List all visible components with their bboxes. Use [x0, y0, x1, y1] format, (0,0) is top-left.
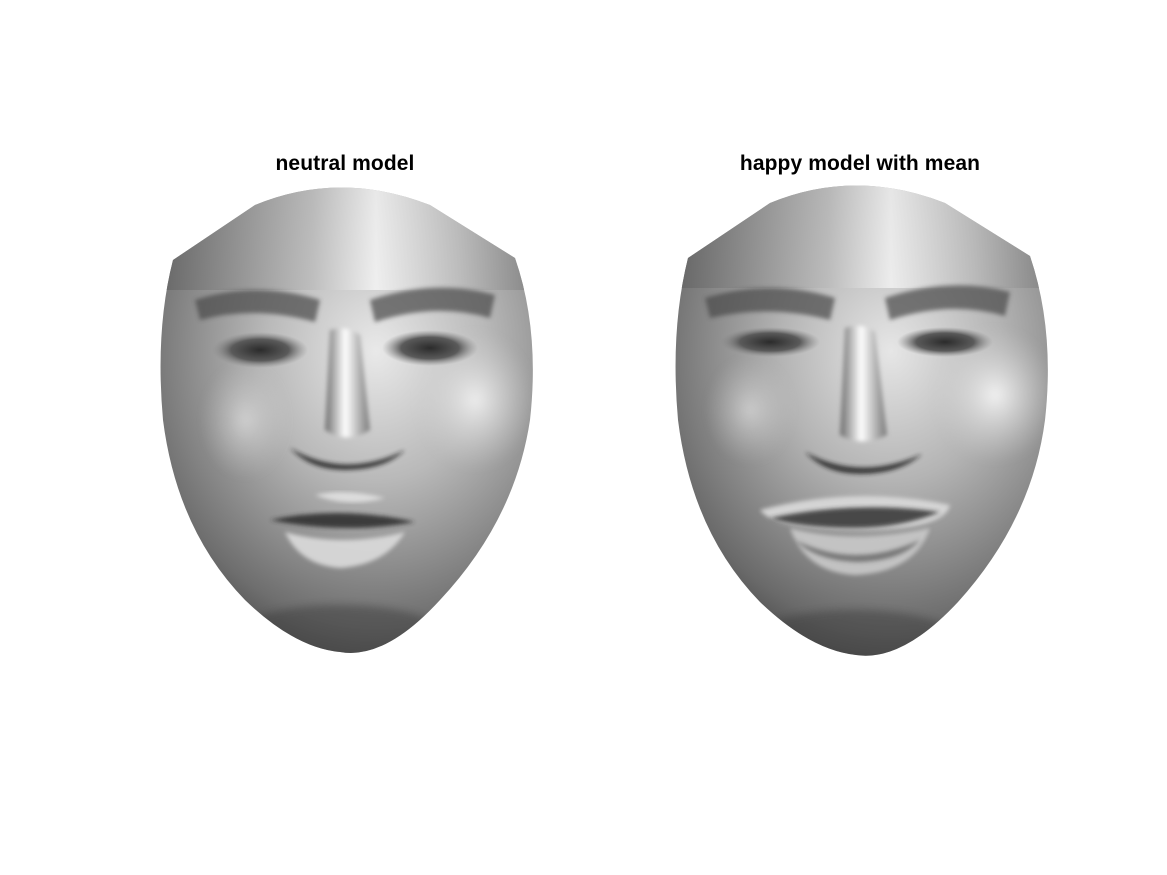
- neutral-face-render: [160, 187, 533, 653]
- happy-face-render: [675, 185, 1048, 656]
- face-panel-neutral: neutral model: [85, 0, 605, 875]
- face-panel-happy: happy model with mean: [600, 0, 1120, 875]
- panel-title: neutral model: [275, 152, 415, 175]
- panel-title: happy model with mean: [739, 152, 981, 175]
